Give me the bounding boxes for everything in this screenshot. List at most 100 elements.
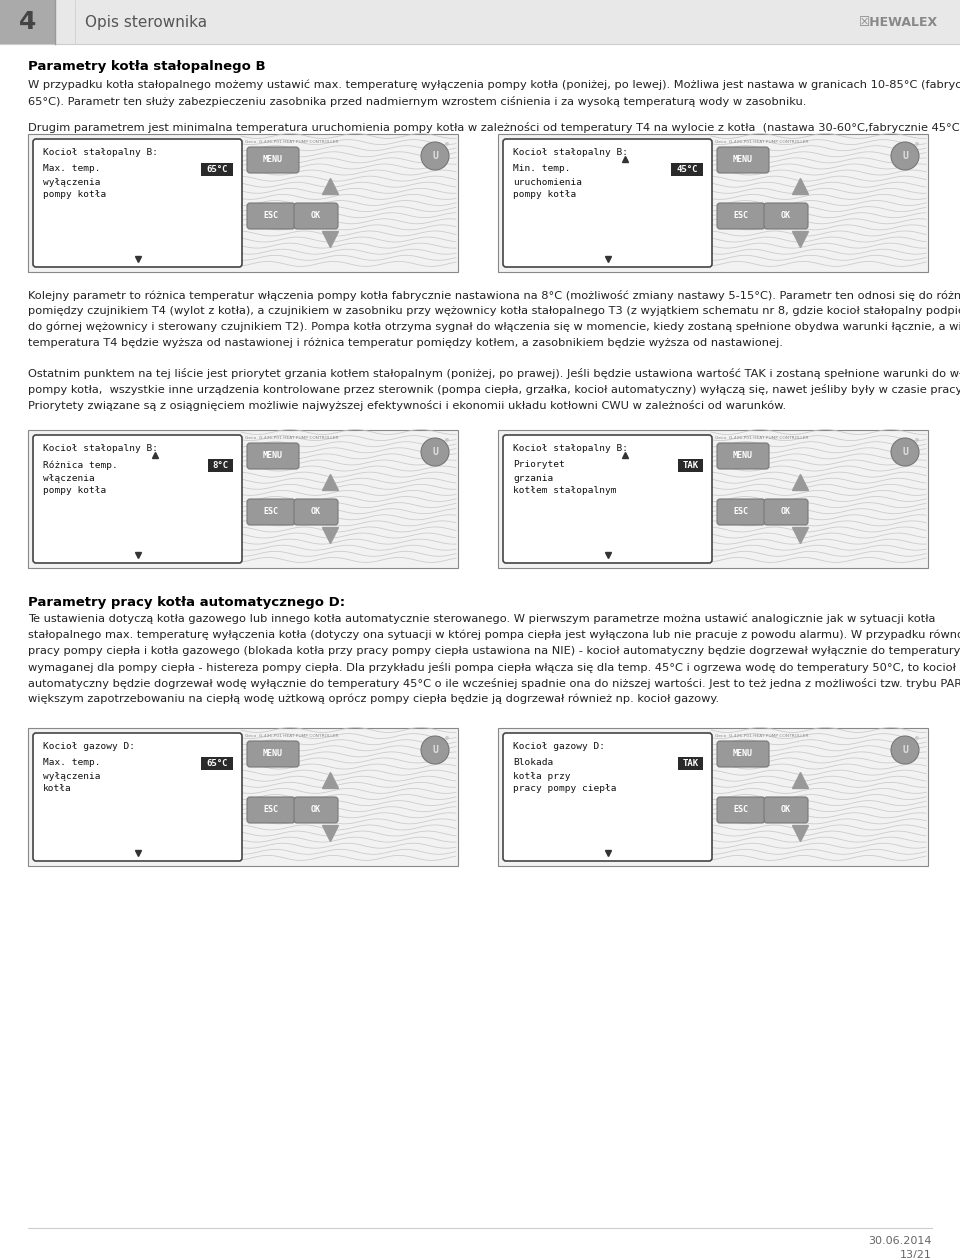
FancyBboxPatch shape — [247, 203, 295, 229]
Text: MENU: MENU — [733, 156, 753, 165]
Circle shape — [891, 438, 919, 465]
Circle shape — [445, 142, 449, 146]
FancyBboxPatch shape — [294, 499, 338, 525]
Text: OK: OK — [781, 805, 791, 814]
Text: 4: 4 — [19, 10, 36, 34]
Circle shape — [891, 142, 919, 170]
Text: Geco  G-426-P01 HEAT PUMP CONTROLLER: Geco G-426-P01 HEAT PUMP CONTROLLER — [245, 437, 339, 440]
Text: Parametry kotła stałopalnego B: Parametry kotła stałopalnego B — [28, 60, 266, 73]
Text: U: U — [432, 447, 438, 457]
Text: U: U — [902, 745, 908, 755]
Bar — [678, 757, 703, 770]
Text: 65°C: 65°C — [206, 759, 228, 767]
Text: Kocioł stałopalny B:: Kocioł stałopalny B: — [43, 444, 158, 453]
Text: OK: OK — [781, 211, 791, 220]
Text: temperatura T4 będzie wyższa od nastawionej i różnica temperatur pomiędzy kotłem: temperatura T4 będzie wyższa od nastawio… — [28, 338, 782, 348]
Circle shape — [915, 438, 919, 442]
FancyBboxPatch shape — [717, 203, 765, 229]
Text: Kocioł gazowy D:: Kocioł gazowy D: — [513, 742, 605, 751]
Bar — [28, 430, 458, 569]
Circle shape — [445, 438, 449, 442]
Text: wymaganej dla pompy ciepła - histereza pompy ciepła. Dla przykładu jeśli pompa c: wymaganej dla pompy ciepła - histereza p… — [28, 662, 956, 673]
Circle shape — [915, 736, 919, 740]
Text: MENU: MENU — [263, 452, 283, 460]
Text: TAK: TAK — [683, 460, 699, 470]
Circle shape — [915, 142, 919, 146]
Text: Max. temp.: Max. temp. — [43, 759, 101, 767]
Text: 65°C: 65°C — [206, 165, 228, 174]
Text: uruchomienia: uruchomienia — [513, 177, 582, 187]
Text: TAK: TAK — [683, 759, 699, 767]
Bar — [208, 459, 233, 472]
Bar — [678, 459, 703, 472]
Text: Te ustawienia dotyczą kotła gazowego lub innego kotła automatycznie sterowanego.: Te ustawienia dotyczą kotła gazowego lub… — [28, 614, 935, 624]
Text: ESC: ESC — [733, 805, 749, 814]
Text: Parametry pracy kotła automatycznego D:: Parametry pracy kotła automatycznego D: — [28, 596, 346, 609]
Text: większym zapotrzebowaniu na ciepłą wodę użtkową oprócz pompy ciepła będzie ją do: większym zapotrzebowaniu na ciepłą wodę … — [28, 694, 719, 704]
Text: MENU: MENU — [733, 452, 753, 460]
Text: Kocioł stałopalny B:: Kocioł stałopalny B: — [513, 148, 628, 157]
Text: stałopalnego max. temperaturę wyłączenia kotła (dotyczy ona sytuacji w której po: stałopalnego max. temperaturę wyłączenia… — [28, 630, 960, 640]
Text: OK: OK — [781, 507, 791, 517]
FancyBboxPatch shape — [294, 798, 338, 823]
FancyBboxPatch shape — [247, 499, 295, 525]
Text: pracy pompy ciepła: pracy pompy ciepła — [513, 784, 616, 793]
Text: 65°C). Parametr ten służy zabezpieczeniu zasobnika przed nadmiernym wzrostem ciś: 65°C). Parametr ten służy zabezpieczeniu… — [28, 96, 806, 107]
Text: U: U — [432, 745, 438, 755]
Text: OK: OK — [311, 211, 321, 220]
Bar — [201, 164, 233, 176]
Text: ☒HEWALEX: ☒HEWALEX — [859, 15, 938, 29]
Text: Geco  G-426-P01 HEAT PUMP CONTROLLER: Geco G-426-P01 HEAT PUMP CONTROLLER — [715, 140, 808, 143]
Text: wyłączenia: wyłączenia — [43, 177, 101, 187]
Text: wyłączenia: wyłączenia — [43, 772, 101, 781]
FancyBboxPatch shape — [717, 443, 769, 469]
Text: ESC: ESC — [263, 211, 278, 220]
FancyBboxPatch shape — [717, 147, 769, 174]
Text: pompy kotła: pompy kotła — [43, 486, 107, 494]
Text: 30.06.2014: 30.06.2014 — [869, 1237, 932, 1245]
FancyBboxPatch shape — [764, 203, 808, 229]
Text: Ostatnim punktem na tej liście jest priorytet grzania kotłem stałopalnym (poniże: Ostatnim punktem na tej liście jest prio… — [28, 369, 960, 379]
Text: Kocioł stałopalny B:: Kocioł stałopalny B: — [513, 444, 628, 453]
Text: U: U — [902, 447, 908, 457]
FancyBboxPatch shape — [247, 798, 295, 823]
Text: Blokada: Blokada — [513, 759, 553, 767]
Text: pracy pompy ciepła i kotła gazowego (blokada kotła przy pracy pompy ciepła ustaw: pracy pompy ciepła i kotła gazowego (blo… — [28, 647, 960, 655]
Text: Geco  G-426-P01 HEAT PUMP CONTROLLER: Geco G-426-P01 HEAT PUMP CONTROLLER — [715, 437, 808, 440]
Bar — [498, 135, 928, 272]
Text: kotła: kotła — [43, 784, 72, 793]
FancyBboxPatch shape — [503, 733, 712, 860]
Text: MENU: MENU — [263, 750, 283, 759]
FancyBboxPatch shape — [33, 435, 242, 564]
Text: Geco  G-426-P01 HEAT PUMP CONTROLLER: Geco G-426-P01 HEAT PUMP CONTROLLER — [245, 733, 339, 738]
Text: do górnej wężownicy i sterowany czujnikiem T2). Pompa kotła otrzyma sygnał do wł: do górnej wężownicy i sterowany czujniki… — [28, 322, 960, 332]
Text: kotła przy: kotła przy — [513, 772, 570, 781]
Text: Kocioł gazowy D:: Kocioł gazowy D: — [43, 742, 135, 751]
Circle shape — [421, 142, 449, 170]
FancyBboxPatch shape — [717, 798, 765, 823]
Text: Opis sterownika: Opis sterownika — [85, 15, 207, 29]
Text: pompy kotła: pompy kotła — [513, 190, 576, 199]
FancyBboxPatch shape — [764, 798, 808, 823]
FancyBboxPatch shape — [294, 203, 338, 229]
Circle shape — [421, 736, 449, 764]
Text: MENU: MENU — [263, 156, 283, 165]
Bar — [498, 728, 928, 866]
Circle shape — [445, 736, 449, 740]
FancyBboxPatch shape — [717, 499, 765, 525]
Text: włączenia: włączenia — [43, 474, 95, 483]
FancyBboxPatch shape — [764, 499, 808, 525]
Circle shape — [891, 736, 919, 764]
Text: ESC: ESC — [733, 211, 749, 220]
Text: Priorytety związane są z osiągnięciem możliwie najwyższej efektywności i ekonomi: Priorytety związane są z osiągnięciem mo… — [28, 400, 786, 411]
Bar — [201, 757, 233, 770]
Text: grzania: grzania — [513, 474, 553, 483]
FancyBboxPatch shape — [247, 147, 299, 174]
Bar — [0, 0, 55, 44]
Bar — [28, 728, 458, 866]
Text: ESC: ESC — [263, 805, 278, 814]
Text: Geco  G-426-P01 HEAT PUMP CONTROLLER: Geco G-426-P01 HEAT PUMP CONTROLLER — [715, 733, 808, 738]
Text: 8°C: 8°C — [212, 460, 228, 470]
Text: kotłem stałopalnym: kotłem stałopalnym — [513, 486, 616, 494]
Text: 13/21: 13/21 — [900, 1250, 932, 1258]
